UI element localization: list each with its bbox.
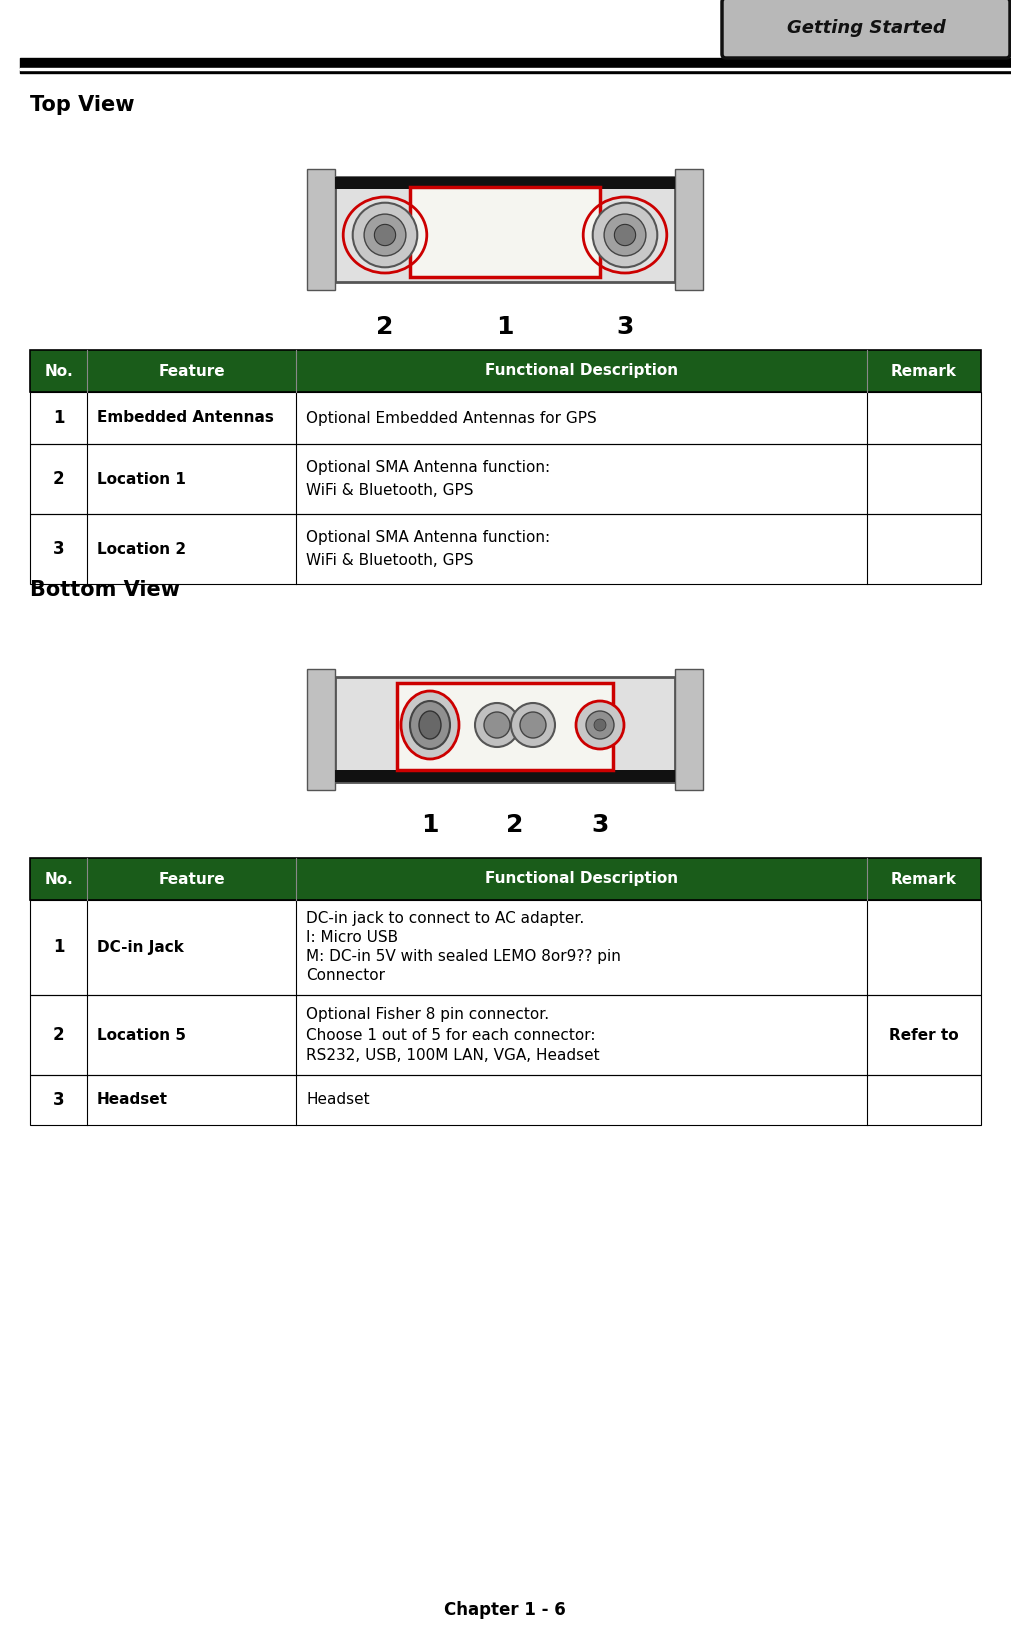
Text: Chapter 1 - 6: Chapter 1 - 6 [444,1601,566,1620]
Text: Optional Embedded Antennas for GPS: Optional Embedded Antennas for GPS [306,411,598,426]
Text: Remark: Remark [891,363,957,378]
Bar [30,996,981,1075]
Text: WiFi & Bluetooth, GPS: WiFi & Bluetooth, GPS [306,553,474,568]
Circle shape [511,703,555,746]
Text: DC-in jack to connect to AC adapter.: DC-in jack to connect to AC adapter. [306,911,584,926]
Circle shape [605,215,646,256]
Bar [335,771,675,783]
Bar [397,684,613,771]
Text: Optional SMA Antenna function:: Optional SMA Antenna function: [306,530,550,545]
Bar [30,513,981,584]
Text: Refer to: Refer to [889,1027,958,1042]
Ellipse shape [410,702,450,750]
Bar [30,1075,981,1124]
Circle shape [364,215,405,256]
Bar [87,350,296,391]
Text: DC-in Jack: DC-in Jack [97,939,184,954]
Circle shape [475,703,519,746]
Bar [675,170,703,291]
Text: M: DC-in 5V with sealed LEMO 8or9?? pin: M: DC-in 5V with sealed LEMO 8or9?? pin [306,949,621,964]
Bar [30,444,981,513]
Text: Feature: Feature [159,872,225,887]
Text: Getting Started: Getting Started [787,20,945,36]
Bar [30,513,981,584]
Text: RS232, USB, 100M LAN, VGA, Headset: RS232, USB, 100M LAN, VGA, Headset [306,1047,600,1063]
Text: Embedded Antennas: Embedded Antennas [97,411,274,426]
Text: I: Micro USB: I: Micro USB [306,931,398,946]
Bar [296,859,866,900]
Bar [30,444,981,513]
Text: 1: 1 [422,812,439,837]
Circle shape [484,712,510,738]
Bar [30,1075,981,1124]
Bar [307,670,335,791]
Text: Optional SMA Antenna function:: Optional SMA Antenna function: [306,461,550,475]
Text: 1: 1 [53,409,65,428]
Ellipse shape [401,692,459,759]
Text: No.: No. [44,363,73,378]
Text: 2: 2 [507,812,524,837]
Text: Feature: Feature [159,363,225,378]
Text: 3: 3 [591,812,609,837]
Bar [866,350,981,391]
Text: Location 5: Location 5 [97,1027,186,1042]
Bar [335,178,675,282]
Bar [410,188,600,277]
Bar [30,996,981,1075]
Text: Headset: Headset [97,1093,168,1108]
Text: No.: No. [44,872,73,887]
Text: 3: 3 [617,314,634,338]
Bar [30,350,981,391]
Circle shape [520,712,546,738]
Bar [866,859,981,900]
Bar [30,350,87,391]
Circle shape [594,718,606,731]
Bar [30,391,981,444]
Text: Connector: Connector [306,969,385,984]
Bar [30,900,981,996]
Text: Choose 1 out of 5 for each connector:: Choose 1 out of 5 for each connector: [306,1027,595,1042]
Bar [335,178,675,190]
Bar [30,391,981,444]
Bar [30,900,981,996]
Text: 1: 1 [53,938,65,956]
Text: 2: 2 [53,1025,65,1043]
Ellipse shape [419,712,441,740]
Text: Headset: Headset [306,1093,370,1108]
Text: Top View: Top View [30,96,134,116]
Text: WiFi & Bluetooth, GPS: WiFi & Bluetooth, GPS [306,484,474,499]
Circle shape [592,203,657,267]
Text: Functional Description: Functional Description [485,363,678,378]
Text: 3: 3 [53,1091,65,1109]
Text: 2: 2 [376,314,393,338]
Text: Location 1: Location 1 [97,472,186,487]
Bar [307,170,335,291]
Text: 1: 1 [496,314,514,338]
Bar [296,350,866,391]
Bar [675,670,703,791]
Text: Optional Fisher 8 pin connector.: Optional Fisher 8 pin connector. [306,1007,549,1022]
Text: Functional Description: Functional Description [485,872,678,887]
Text: 2: 2 [53,471,65,489]
Circle shape [576,702,624,750]
Text: 3: 3 [53,540,65,558]
Text: Location 2: Location 2 [97,542,186,556]
Circle shape [586,712,614,740]
Bar [87,859,296,900]
Circle shape [615,225,636,246]
Circle shape [374,225,395,246]
Bar [30,859,981,900]
Bar [30,859,87,900]
Bar [335,677,675,783]
Text: Bottom View: Bottom View [30,580,180,599]
Circle shape [353,203,418,267]
FancyBboxPatch shape [722,0,1010,58]
Text: Remark: Remark [891,872,957,887]
